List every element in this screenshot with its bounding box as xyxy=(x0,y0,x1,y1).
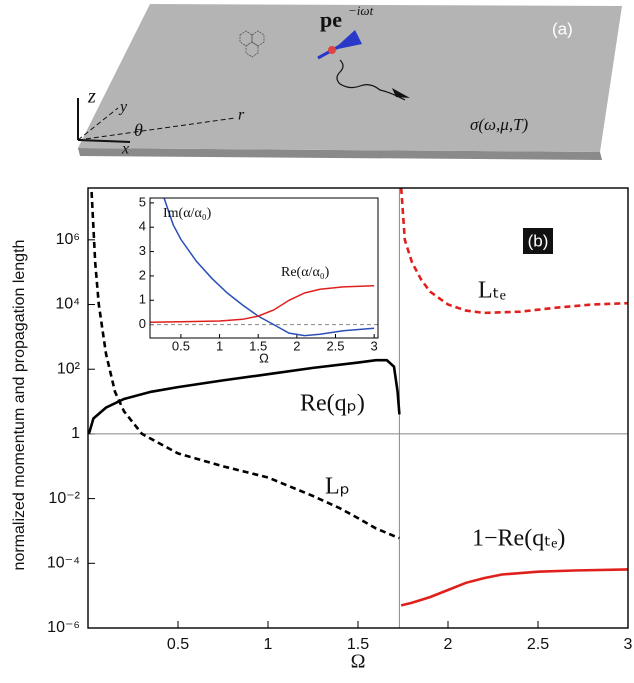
x-axis-label: Ω xyxy=(259,350,269,365)
series-line xyxy=(150,284,375,323)
x-tick-label: 0.5 xyxy=(172,338,190,353)
series-line xyxy=(400,568,628,607)
y-tick-label: 4 xyxy=(139,219,146,234)
y-tick-label: 10⁴ xyxy=(55,296,80,313)
series-line xyxy=(88,358,401,435)
y-tick-label: 0 xyxy=(139,316,146,331)
axis-y-line xyxy=(77,107,119,141)
x-axis-label: Ω xyxy=(351,651,366,673)
axis-label: z xyxy=(87,86,96,108)
y-tick-label: 10⁻⁶ xyxy=(47,619,80,636)
y-tick-label: 10⁻² xyxy=(48,490,80,507)
y-tick-label: 10² xyxy=(57,360,81,377)
main-plot: 0.5 1 1.5 2 2.5 3 10⁻⁶ 10⁻⁴ 10⁻² 1 10² 10⁴ 10⁶ Re(qₚ)… xyxy=(11,187,633,673)
wave-arrow xyxy=(392,88,410,98)
axis-x-line xyxy=(77,139,131,143)
dipole-label: pe xyxy=(320,7,342,32)
x-tick-label: 2 xyxy=(293,338,300,353)
plot-frame xyxy=(87,187,629,629)
series-line xyxy=(399,188,628,315)
y-tick-label: 10⁻⁴ xyxy=(47,555,80,572)
x-tick-label: 3 xyxy=(624,636,633,653)
x-tick-label: 1.5 xyxy=(249,338,267,353)
x-tick-label: 1 xyxy=(216,338,223,353)
inset-background xyxy=(150,198,378,338)
series-group xyxy=(88,188,628,607)
panel-a: z y x r θ pe −iωt σ(ω,μ,T) (a) xyxy=(77,3,622,160)
conductivity-label: σ(ω,μ,T) xyxy=(470,115,529,134)
panel-label: (b) xyxy=(528,231,549,250)
series-line xyxy=(90,191,400,540)
plane xyxy=(78,4,622,152)
y-axis-label: normalized momentum and propagation leng… xyxy=(11,240,28,571)
x-tick-label: 0.5 xyxy=(167,636,189,653)
series-label: 1−Re(qₜₑ) xyxy=(472,526,565,552)
y-tick-label: 1 xyxy=(139,292,146,307)
y-tick-label: 10⁶ xyxy=(56,231,80,248)
series-label: Lₜₑ xyxy=(478,278,506,304)
x-tick-label: 2 xyxy=(444,636,453,653)
series-label: Re(α/α₀) xyxy=(281,265,330,280)
y-tick-label: 2 xyxy=(139,267,146,282)
x-tick-label: 1.5 xyxy=(347,636,369,653)
radius-line xyxy=(77,117,236,141)
dipole-center xyxy=(328,46,336,54)
x-tick-label: 2.5 xyxy=(527,636,549,653)
series-label: Lₚ xyxy=(325,474,350,500)
radius-label: r xyxy=(238,107,245,124)
angle-label: θ xyxy=(134,120,143,140)
plot-frame xyxy=(149,197,379,339)
y-tick-label: 3 xyxy=(139,243,146,258)
axis-label: x xyxy=(121,141,129,158)
series-label: Im(α/α₀) xyxy=(163,206,212,221)
panel-label: (a) xyxy=(552,19,573,38)
panel-b: 0.5 1 1.5 2 2.5 3 10⁻⁶ 10⁻⁴ 10⁻² 1 10² 10⁴ 10⁶ Re(qₚ)… xyxy=(11,187,633,673)
inset: 0.5 1 1.5 2 2.5 3 0 1 2 3 4 5 Im(α/α₀) Re(α/α₀) Ω xyxy=(139,194,379,365)
y-tick-label: 1 xyxy=(71,425,80,442)
y-tick-label: 5 xyxy=(139,194,146,209)
emission-wave xyxy=(336,59,406,101)
dipole-axis xyxy=(317,34,359,60)
x-tick-label: 2.5 xyxy=(326,338,344,353)
series-line xyxy=(163,198,375,337)
panel-label-box xyxy=(523,228,553,254)
molecule xyxy=(239,30,265,58)
plane-shadow xyxy=(78,148,602,160)
dipole-exponent: −iωt xyxy=(348,3,374,18)
axis-label: y xyxy=(118,99,128,116)
x-tick-label: 3 xyxy=(371,338,378,353)
series-group xyxy=(150,198,375,337)
x-tick-label: 1 xyxy=(264,636,273,653)
series-label: Re(qₚ) xyxy=(300,391,365,417)
